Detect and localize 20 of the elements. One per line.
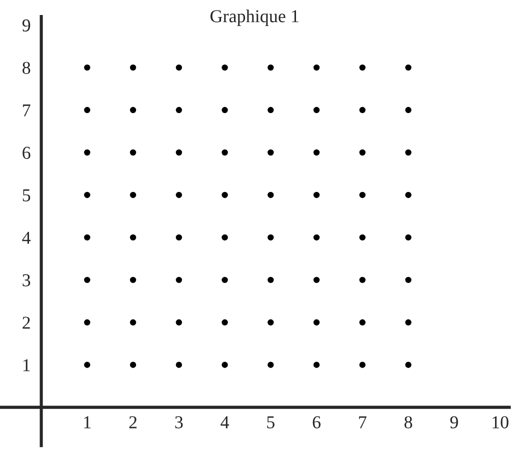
- x-tick-label: 5: [267, 416, 274, 428]
- y-tick-label: 6: [22, 146, 30, 159]
- y-tick-label: 1: [23, 359, 30, 372]
- y-tick-label: 8: [22, 62, 30, 74]
- y-tick-label: 4: [22, 232, 31, 244]
- x-tick-label: 1: [84, 416, 91, 428]
- y-tick-label: 2: [22, 316, 30, 329]
- x-tick-label: 6: [312, 416, 321, 428]
- x-tick-label: 8: [404, 416, 412, 428]
- x-tick-label: 2: [129, 416, 137, 428]
- x-tick-label: 3: [175, 416, 183, 428]
- x-tick-label: 4: [220, 416, 230, 428]
- y-tick-label: 5: [22, 189, 30, 202]
- x-tick-label: 7: [359, 416, 366, 428]
- x-tick-label: 9: [450, 416, 458, 428]
- chart-title: Graphique 1: [210, 10, 298, 26]
- y-tick-label: 9: [22, 19, 30, 32]
- y-tick-label: 3: [22, 274, 30, 286]
- y-tick-label: 7: [23, 104, 30, 116]
- x-tick-label: 10: [492, 416, 508, 428]
